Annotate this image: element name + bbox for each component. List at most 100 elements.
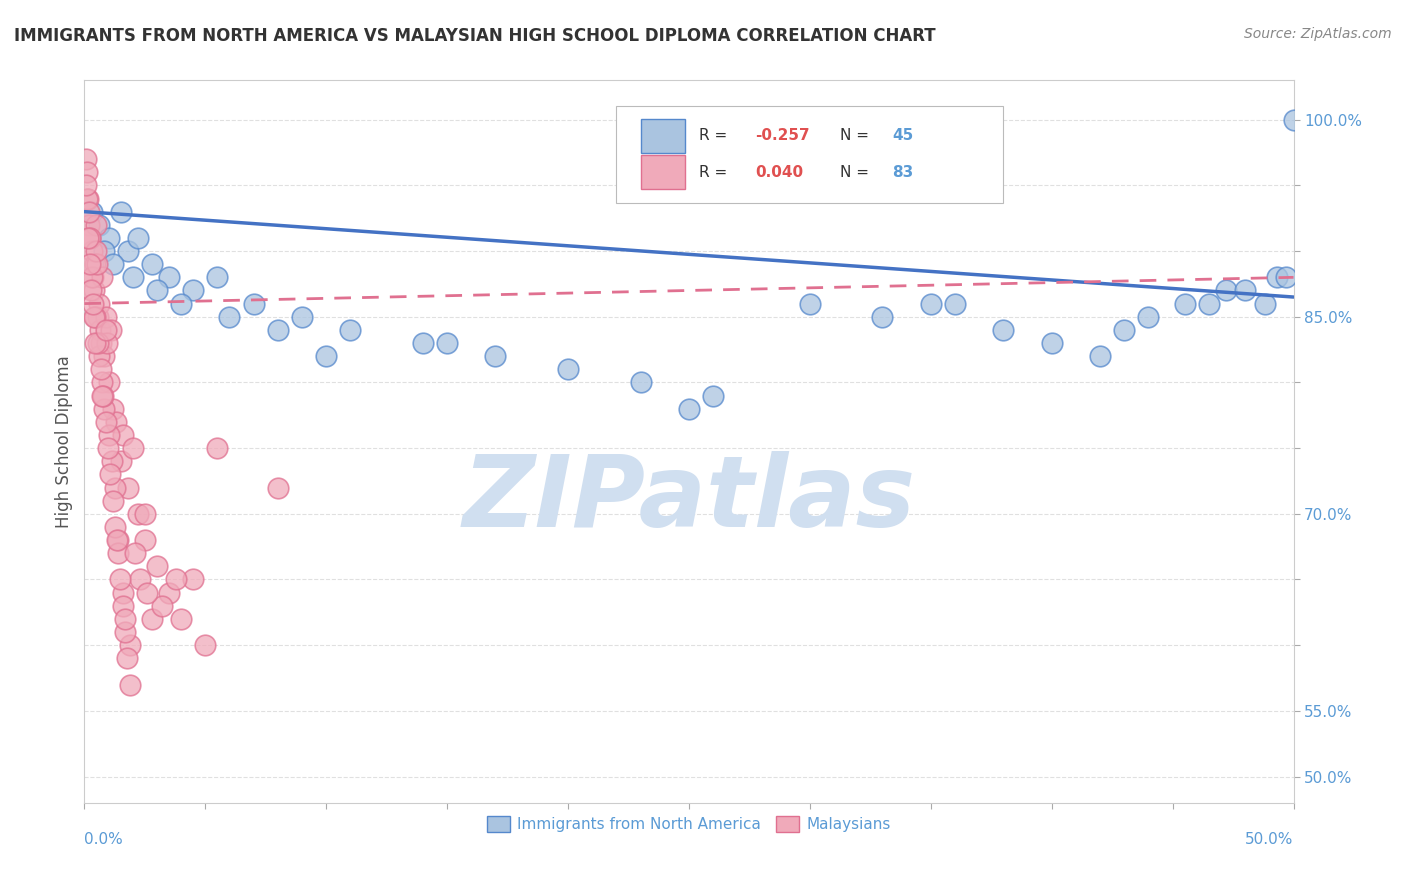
Point (242, 296, 264, 310)
Point (1275, 270, 1298, 285)
Point (80, 284, 103, 298)
Point (114, 625, 136, 640)
Point (702, 388, 724, 402)
Point (107, 546, 129, 560)
Point (1253, 296, 1275, 310)
Text: 45: 45 (891, 128, 914, 144)
Point (100, 467, 122, 482)
Point (118, 677, 141, 691)
Point (100, 323, 122, 337)
Text: ZIPatlas: ZIPatlas (463, 450, 915, 548)
Point (165, 573, 187, 587)
Text: 50.0%: 50.0% (1246, 831, 1294, 847)
Point (207, 270, 229, 285)
Point (267, 323, 290, 337)
Point (83, 310, 105, 324)
Point (111, 599, 134, 613)
Point (75, 178, 97, 193)
Point (181, 573, 204, 587)
Point (93, 401, 115, 416)
Point (89, 349, 111, 363)
Point (120, 638, 142, 652)
Point (97, 441, 120, 455)
Point (127, 507, 149, 521)
Point (76, 192, 98, 206)
Point (315, 349, 337, 363)
Point (146, 284, 169, 298)
Point (124, 546, 146, 560)
Point (207, 441, 229, 455)
Point (101, 493, 124, 508)
Text: N =: N = (841, 164, 875, 179)
Point (93, 349, 115, 363)
Point (218, 310, 240, 324)
Point (86, 218, 108, 232)
Point (107, 533, 129, 547)
Point (84, 257, 107, 271)
FancyBboxPatch shape (616, 105, 1004, 203)
Point (80, 244, 103, 258)
Point (1174, 296, 1197, 310)
Text: 83: 83 (891, 164, 914, 179)
Point (267, 481, 290, 495)
Point (1137, 310, 1160, 324)
Point (110, 454, 132, 468)
Point (97, 376, 120, 390)
Point (82, 270, 104, 285)
Point (112, 428, 135, 442)
Point (339, 323, 361, 337)
Point (121, 270, 143, 285)
Point (484, 349, 506, 363)
Point (76, 165, 98, 179)
Point (82, 296, 104, 310)
Point (146, 559, 169, 574)
Point (1215, 284, 1237, 298)
Point (134, 507, 156, 521)
Point (79, 231, 101, 245)
Point (141, 257, 163, 271)
FancyBboxPatch shape (641, 155, 685, 189)
Point (181, 284, 204, 298)
Point (103, 401, 125, 416)
Point (1114, 323, 1136, 337)
Point (90, 336, 112, 351)
Point (799, 296, 821, 310)
Point (86, 310, 108, 324)
Point (82, 270, 104, 285)
Point (87, 218, 110, 232)
Point (79, 231, 101, 245)
Point (114, 612, 136, 626)
Point (103, 257, 125, 271)
Point (436, 336, 458, 351)
Point (150, 599, 173, 613)
Point (77, 231, 100, 245)
Point (94, 310, 117, 324)
Point (136, 585, 159, 599)
Legend: Immigrants from North America, Malaysians: Immigrants from North America, Malaysian… (481, 810, 897, 838)
Point (77, 192, 100, 206)
Text: R =: R = (699, 164, 731, 179)
FancyBboxPatch shape (641, 120, 685, 153)
Point (98, 428, 121, 442)
Point (105, 533, 128, 547)
Point (87, 336, 110, 351)
Point (91, 270, 114, 285)
Point (678, 401, 700, 416)
Y-axis label: High School Diploma: High School Diploma (55, 355, 73, 528)
Point (1040, 336, 1063, 351)
Point (170, 612, 193, 626)
Point (97, 231, 120, 245)
Point (94, 323, 117, 337)
Text: IMMIGRANTS FROM NORTH AMERICA VS MALAYSIAN HIGH SCHOOL DIPLOMA CORRELATION CHART: IMMIGRANTS FROM NORTH AMERICA VS MALAYSI… (14, 27, 935, 45)
Point (77, 204, 100, 219)
Text: -0.257: -0.257 (755, 128, 810, 144)
Point (134, 533, 156, 547)
Point (112, 585, 135, 599)
Point (117, 244, 139, 258)
Point (77, 218, 100, 232)
Text: 0.0%: 0.0% (84, 831, 124, 847)
Point (110, 204, 132, 219)
Text: Source: ZipAtlas.com: Source: ZipAtlas.com (1244, 27, 1392, 41)
Point (93, 244, 115, 258)
Point (84, 336, 107, 351)
